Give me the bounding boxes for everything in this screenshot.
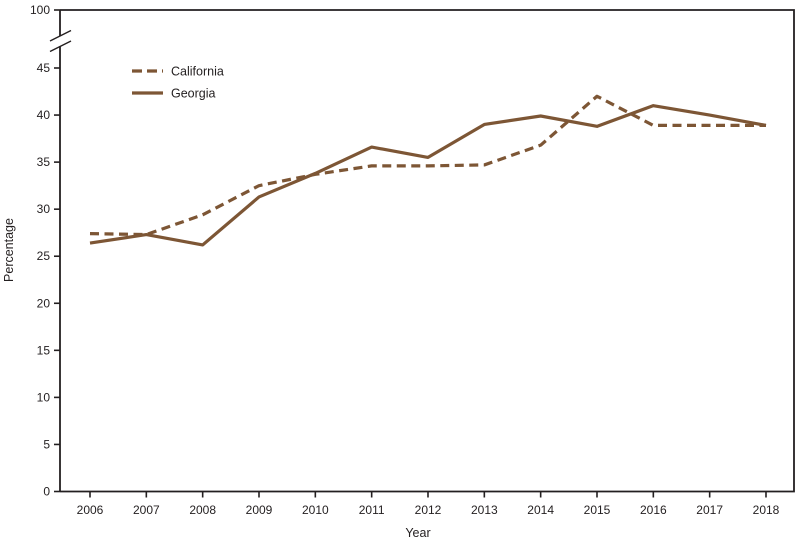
y-tick-label-break-top: 100 (30, 3, 50, 17)
legend-georgia-label: Georgia (171, 87, 216, 101)
x-tick-label: 2012 (415, 503, 442, 517)
y-tick-label: 10 (37, 390, 51, 404)
y-axis-break-slash (49, 40, 72, 53)
x-tick-label: 2016 (640, 503, 667, 517)
plot-frame (60, 9, 795, 493)
x-tick-label: 2009 (246, 503, 273, 517)
x-tick-label: 2015 (584, 503, 611, 517)
x-tick-label: 2011 (359, 503, 385, 517)
data-series (89, 94, 767, 247)
y-tick-label: 15 (37, 343, 51, 357)
x-tick-label: 2008 (189, 503, 216, 517)
x-tick-label: 2010 (302, 503, 329, 517)
x-tick-label: 2007 (133, 503, 160, 517)
x-tick-label: 2006 (77, 503, 104, 517)
x-tick-label: 2014 (527, 503, 554, 517)
y-axis-break-slash (49, 29, 72, 42)
y-tick-label: 5 (43, 437, 50, 451)
y-tick-label: 25 (37, 249, 51, 263)
y-tick-label: 40 (37, 108, 51, 122)
series-california-line (89, 94, 766, 237)
y-tick-label: 0 (43, 485, 50, 499)
legend: California Georgia (132, 65, 224, 101)
series-georgia-line (89, 104, 767, 247)
x-axis-title: Year (405, 526, 430, 540)
y-tick-label: 30 (37, 202, 51, 216)
legend-california-label: California (171, 65, 224, 79)
y-axis-title: Percentage (2, 218, 16, 282)
x-tick-label: 2018 (753, 503, 780, 517)
x-tick-label: 2013 (471, 503, 498, 517)
y-tick-label: 35 (37, 155, 51, 169)
y-tick-label: 45 (37, 61, 51, 75)
axes: 0 5 10 15 20 25 30 35 40 45 100 2006 2007 2008 2009 201… (30, 3, 795, 517)
y-tick-label: 20 (37, 296, 51, 310)
x-tick-label: 2017 (696, 503, 723, 517)
